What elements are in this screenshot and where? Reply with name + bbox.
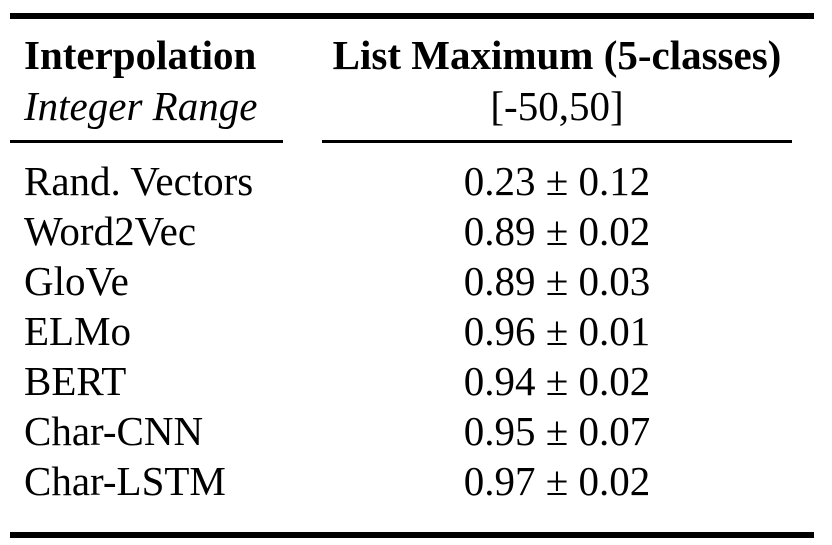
table-bottom-rule (10, 532, 814, 538)
header-col1-subtitle: Integer Range (24, 83, 258, 129)
row-label: GloVe (24, 258, 129, 304)
row-value: 0.96 ± 0.01 (463, 308, 651, 354)
table-row: Char-CNN 0.95 ± 0.07 (0, 406, 832, 456)
row-label: BERT (24, 358, 127, 404)
row-label: Rand. Vectors (24, 158, 254, 204)
table-row: Rand. Vectors 0.23 ± 0.12 (0, 156, 832, 206)
row-value: 0.94 ± 0.02 (463, 358, 651, 404)
row-label: ELMo (24, 308, 132, 354)
row-label: Char-CNN (24, 408, 204, 454)
table-row: BERT 0.94 ± 0.02 (0, 356, 832, 406)
table-header-row-2: Integer Range [-50,50] (0, 81, 832, 131)
header-divider-right (322, 140, 792, 143)
header-divider-left (10, 140, 283, 143)
row-label: Char-LSTM (24, 458, 226, 504)
row-label: Word2Vec (24, 208, 197, 254)
table-row: Char-LSTM 0.97 ± 0.02 (0, 456, 832, 506)
row-value: 0.95 ± 0.07 (463, 408, 651, 454)
table-row: ELMo 0.96 ± 0.01 (0, 306, 832, 356)
row-value: 0.89 ± 0.03 (463, 258, 651, 304)
row-value: 0.89 ± 0.02 (463, 208, 651, 254)
table-top-rule (10, 13, 814, 19)
table-header-row-1: Interpolation List Maximum (5-classes) (0, 30, 832, 80)
row-value: 0.97 ± 0.02 (463, 458, 651, 504)
header-col2-title: List Maximum (5-classes) (332, 32, 782, 78)
table-row: GloVe 0.89 ± 0.03 (0, 256, 832, 306)
table-row: Word2Vec 0.89 ± 0.02 (0, 206, 832, 256)
row-value: 0.23 ± 0.12 (463, 158, 651, 204)
header-col1-title: Interpolation (24, 32, 257, 78)
header-col2-range: [-50,50] (490, 83, 624, 129)
